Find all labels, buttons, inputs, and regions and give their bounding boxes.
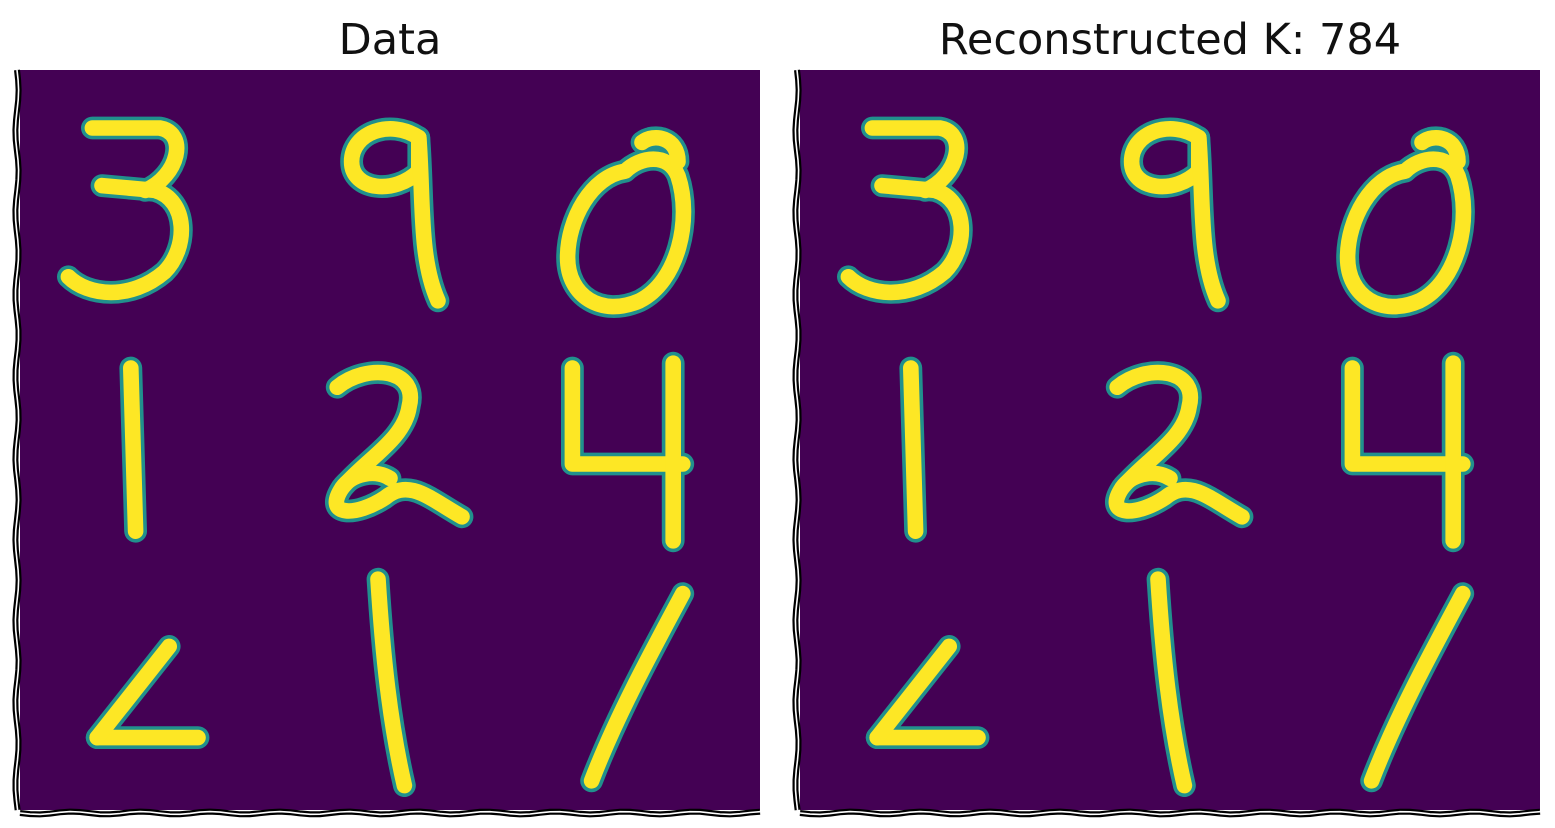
reconstruction-digit-0	[1336, 126, 1475, 318]
reconstruction-digit-3	[837, 116, 973, 304]
reconstruction-digit-1	[1146, 567, 1196, 798]
reconstruction-digit-image	[792, 69, 1541, 818]
reconstruction-panel-title: Reconstructed K: 784	[938, 15, 1402, 65]
data-digit-1	[119, 356, 148, 543]
reconstruction-digit-grid	[792, 69, 1541, 818]
reconstruction-digit-1	[899, 356, 928, 543]
data-digit-4	[85, 635, 210, 750]
data-digit-9	[340, 117, 450, 313]
reconstruction-frame-bottom-highlight	[799, 810, 1541, 816]
reconstruction-digit-9	[1120, 117, 1230, 313]
data-frame-bottom-highlight	[19, 810, 761, 816]
data-digit-grid	[12, 69, 761, 818]
reconstruction-digit-4	[1341, 351, 1475, 553]
data-panel-title: Data	[338, 15, 442, 65]
data-digit-1	[580, 582, 695, 793]
data-digit-image	[12, 69, 761, 818]
data-digit-4	[561, 351, 695, 553]
data-digit-1	[366, 567, 416, 798]
data-digit-2	[325, 361, 474, 529]
data-frame-left-highlight	[14, 69, 20, 811]
reconstruction-digit-2	[1105, 361, 1254, 529]
reconstruction-frame-left-highlight	[794, 69, 800, 811]
reconstruction-digit-1	[1360, 582, 1475, 793]
data-digit-0	[556, 126, 695, 318]
reconstruction-digit-4	[865, 635, 990, 750]
data-digit-3	[57, 116, 193, 304]
